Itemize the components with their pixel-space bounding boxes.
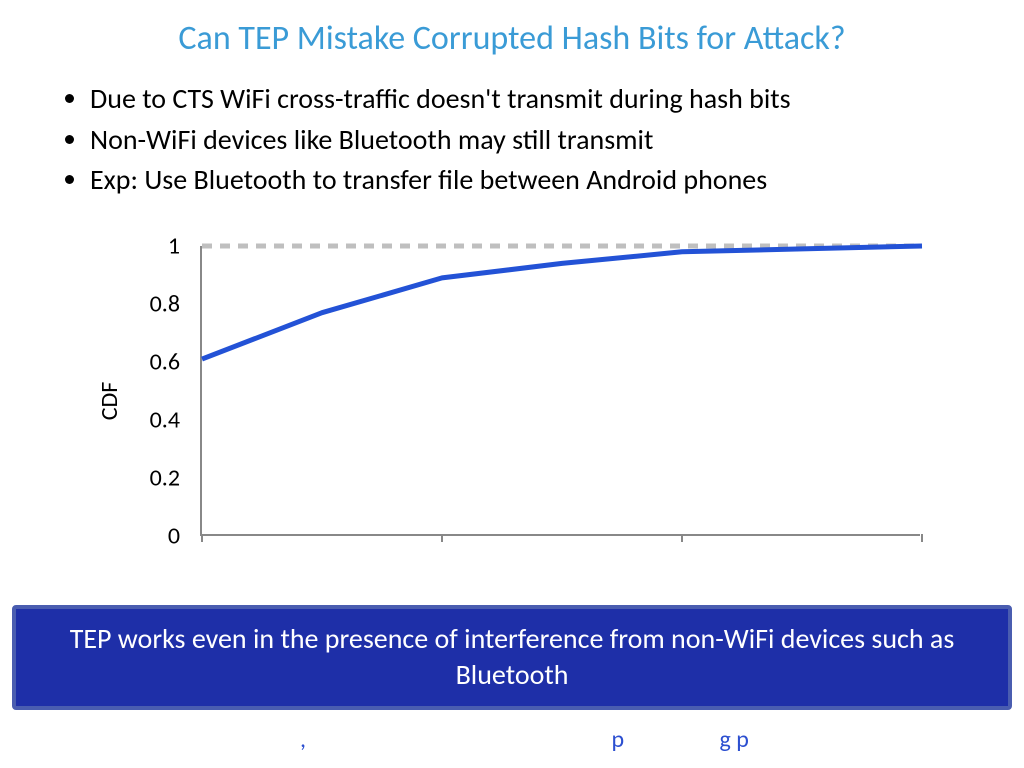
bullet-item: Exp: Use Bluetooth to transfer file betw… — [90, 160, 974, 201]
partial-occluded-text: , p g p — [300, 725, 749, 754]
y-tick-label: 0 — [168, 521, 180, 550]
slide-title: Can TEP Mistake Corrupted Hash Bits for … — [0, 0, 1024, 59]
x-tick — [921, 534, 923, 542]
x-tick — [681, 534, 683, 542]
conclusion-banner: TEP works even in the presence of interf… — [12, 605, 1012, 710]
y-tick-label: 0.2 — [150, 463, 180, 492]
y-tick-label: 0.8 — [150, 289, 180, 318]
x-tick — [441, 534, 443, 542]
plot-area — [200, 246, 920, 536]
cdf-line — [202, 246, 922, 359]
y-axis-label: CDF — [95, 381, 124, 420]
bullet-item: Due to CTS WiFi cross-traffic doesn't tr… — [90, 79, 974, 120]
y-tick-label: 0.6 — [150, 347, 180, 376]
bullet-item: Non-WiFi devices like Bluetooth may stil… — [90, 120, 974, 161]
y-tick-label: 0.4 — [150, 405, 180, 434]
x-tick — [201, 534, 203, 542]
y-tick-label: 1 — [168, 231, 180, 260]
y-ticks: 00.20.40.60.81 — [130, 236, 190, 566]
bullet-list: Due to CTS WiFi cross-traffic doesn't tr… — [0, 59, 1024, 211]
cdf-chart: CDF 00.20.40.60.81 — [90, 236, 940, 566]
